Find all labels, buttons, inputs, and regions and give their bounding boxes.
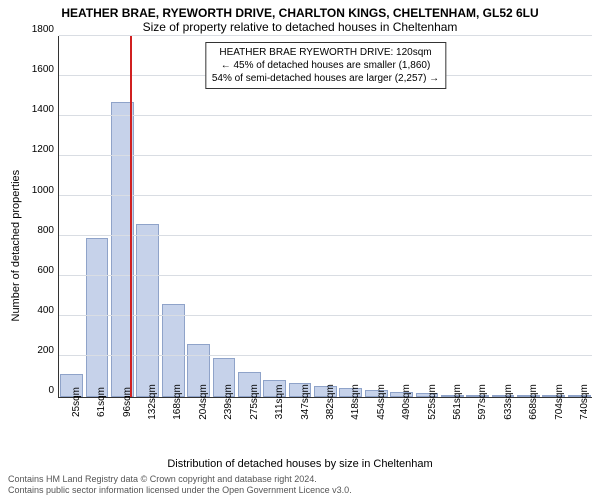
chart-inner: 020040060080010001200140016001800 HEATHE…: [24, 36, 592, 456]
chart-body: Number of detached properties 0200400600…: [8, 36, 592, 456]
bar-slot: [389, 36, 414, 397]
bar-slot: [414, 36, 439, 397]
x-tick: 704sqm: [541, 398, 566, 456]
bar-slot: [59, 36, 84, 397]
x-row: 25sqm61sqm96sqm132sqm168sqm204sqm239sqm2…: [24, 398, 592, 456]
gridline: [59, 115, 592, 116]
bar-slot: [465, 36, 490, 397]
x-tick: 382sqm: [312, 398, 337, 456]
x-tick: 239sqm: [211, 398, 236, 456]
footer-line2: Contains public sector information licen…: [8, 485, 592, 496]
bar-slot: [161, 36, 186, 397]
x-tick: 418sqm: [338, 398, 363, 456]
y-axis-label: Number of detached properties: [8, 36, 24, 456]
bar-slot: [490, 36, 515, 397]
x-tick: 561sqm: [439, 398, 464, 456]
x-tick: 347sqm: [287, 398, 312, 456]
x-tick: 490sqm: [388, 398, 413, 456]
bar-slot: [237, 36, 262, 397]
gridline: [59, 35, 592, 36]
x-ticks: 25sqm61sqm96sqm132sqm168sqm204sqm239sqm2…: [58, 398, 592, 456]
x-tick: 275sqm: [236, 398, 261, 456]
plot-area: HEATHER BRAE RYEWORTH DRIVE: 120sqm ← 45…: [58, 36, 592, 398]
bar-slot: [364, 36, 389, 397]
bar-slot: [516, 36, 541, 397]
bar-slot: [262, 36, 287, 397]
annotation-line2: ← 45% of detached houses are smaller (1,…: [212, 59, 439, 72]
bar-slot: [338, 36, 363, 397]
x-tick: 525sqm: [414, 398, 439, 456]
x-tick: 204sqm: [185, 398, 210, 456]
x-tick: 597sqm: [465, 398, 490, 456]
gridline: [59, 355, 592, 356]
plot-row: 020040060080010001200140016001800 HEATHE…: [24, 36, 592, 398]
x-tick: 668sqm: [516, 398, 541, 456]
bar-slot: [541, 36, 566, 397]
bar-slot: [135, 36, 160, 397]
annotation-line1: HEATHER BRAE RYEWORTH DRIVE: 120sqm: [212, 46, 439, 59]
bar-slot: [287, 36, 312, 397]
x-tick: 454sqm: [363, 398, 388, 456]
x-tick: 633sqm: [490, 398, 515, 456]
histogram-bar: [136, 224, 159, 396]
x-tick: 61sqm: [83, 398, 108, 456]
x-tick: 168sqm: [160, 398, 185, 456]
bar-slot: [84, 36, 109, 397]
footer: Contains HM Land Registry data © Crown c…: [8, 474, 592, 497]
x-tick: 132sqm: [134, 398, 159, 456]
gridline: [59, 275, 592, 276]
x-spacer: [24, 398, 58, 456]
bars-group: [59, 36, 592, 397]
x-axis-label: Distribution of detached houses by size …: [8, 458, 592, 470]
x-tick: 25sqm: [58, 398, 83, 456]
bar-slot: [211, 36, 236, 397]
bar-slot: [186, 36, 211, 397]
gridline: [59, 235, 592, 236]
reference-marker-line: [130, 36, 132, 397]
x-tick: 96sqm: [109, 398, 134, 456]
gridline: [59, 195, 592, 196]
chart-container: HEATHER BRAE, RYEWORTH DRIVE, CHARLTON K…: [0, 0, 600, 500]
y-ticks: 020040060080010001200140016001800: [24, 36, 58, 398]
bar-slot: [313, 36, 338, 397]
footer-line1: Contains HM Land Registry data © Crown c…: [8, 474, 592, 485]
chart-title-line2: Size of property relative to detached ho…: [8, 20, 592, 34]
x-tick: 311sqm: [261, 398, 286, 456]
chart-title-line1: HEATHER BRAE, RYEWORTH DRIVE, CHARLTON K…: [8, 6, 592, 20]
bar-slot: [440, 36, 465, 397]
bar-slot: [567, 36, 592, 397]
annotation-box: HEATHER BRAE RYEWORTH DRIVE: 120sqm ← 45…: [205, 42, 446, 89]
annotation-line3: 54% of semi-detached houses are larger (…: [212, 72, 439, 85]
histogram-bar: [162, 304, 185, 396]
histogram-bar: [86, 238, 109, 396]
gridline: [59, 315, 592, 316]
gridline: [59, 155, 592, 156]
x-tick: 740sqm: [566, 398, 591, 456]
